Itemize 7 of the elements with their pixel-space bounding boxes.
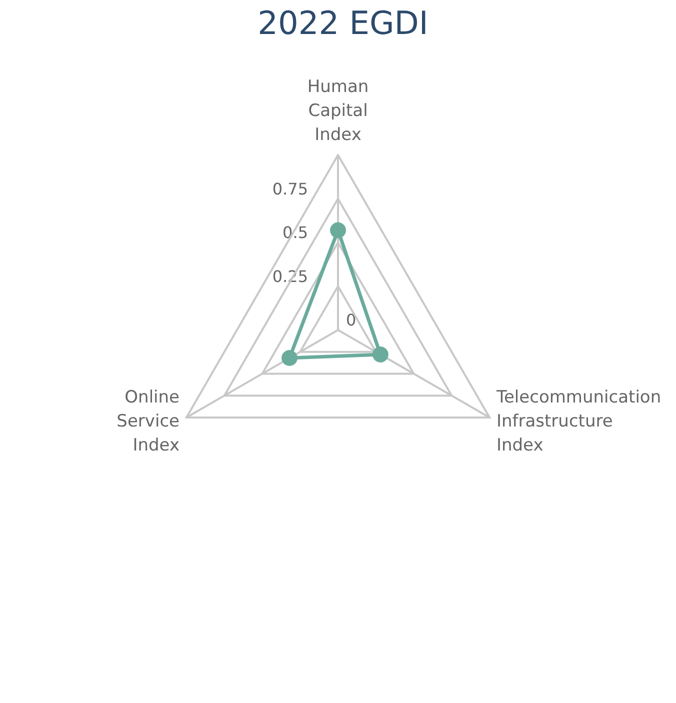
spoke-label: Telecommunication Infrastructure Index xyxy=(495,388,662,456)
chart-title: 2022 EGDI xyxy=(258,4,428,42)
spoke-label: Online Service Index xyxy=(116,388,180,456)
spoke-label: Human Capital Index xyxy=(307,77,369,145)
y-tick-label: 0.75 xyxy=(272,179,308,198)
y-tick-label: 0.5 xyxy=(282,223,308,242)
y-tick-label: 0 xyxy=(346,310,356,330)
